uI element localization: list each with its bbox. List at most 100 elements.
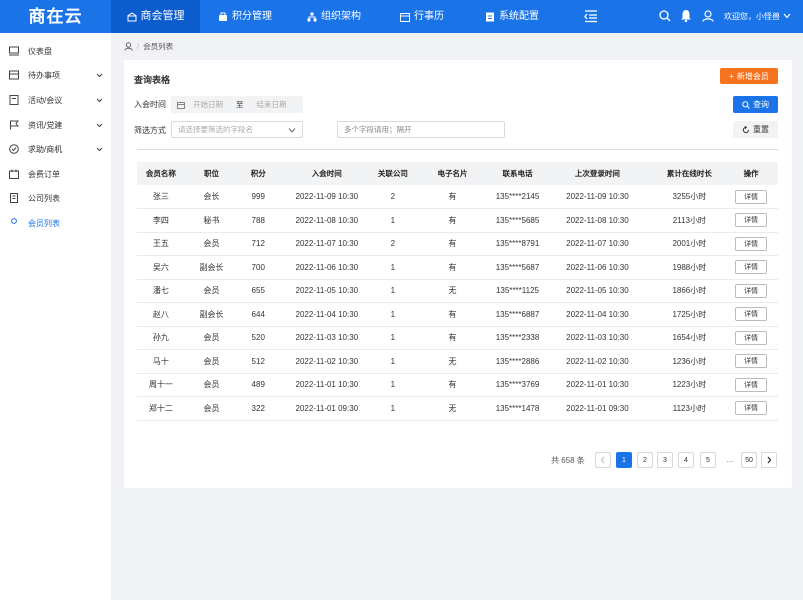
filter-select[interactable]: 请选择要筛选的字段名 [171, 121, 303, 138]
search-icon[interactable] [659, 10, 671, 22]
detail-button[interactable]: 详情 [735, 307, 768, 322]
pagination-total: 共 658 条 [551, 456, 585, 465]
date-range-input[interactable]: 开始日期 至 结束日期 [171, 96, 303, 113]
sidebar-item[interactable]: 待办事项 [0, 64, 111, 86]
bell-icon[interactable] [680, 9, 692, 22]
table-cell: 2022-11-06 10:30 [278, 255, 376, 280]
detail-button[interactable]: 详情 [735, 189, 768, 204]
table-row: 郑十二 会员 322 2022-11-01 09:30 1 无 135****1478 202… [137, 396, 778, 421]
menu-fold-icon[interactable] [584, 9, 598, 23]
table-cell: 2022-11-07 10:30 [540, 232, 655, 256]
table-cell: 1223小时 [654, 373, 725, 397]
table-cell: 潘七 [137, 279, 185, 303]
page-button[interactable]: 4 [678, 452, 694, 468]
filter-placeholder: 请选择要筛选的字段名 [178, 125, 253, 134]
table-cell: 详情 [724, 279, 778, 303]
dropdown-icon[interactable] [783, 13, 791, 19]
table-cell: 2022-11-02 10:30 [540, 349, 655, 374]
table-cell: 有 [410, 255, 495, 280]
page-button[interactable]: 1 [616, 452, 632, 468]
table-cell: 有 [410, 185, 495, 209]
sidebar-label: 活动/会议 [28, 95, 63, 105]
table-cell: 详情 [724, 232, 778, 256]
column-header: 联系电话 [494, 162, 541, 185]
table-cell: 详情 [724, 349, 778, 374]
table-cell: 3255小时 [654, 185, 725, 209]
table-cell: 会长 [184, 185, 239, 209]
nav-label: 行事历 [414, 11, 444, 22]
table-cell: 会员 [184, 396, 239, 421]
nav-item[interactable]: 系统配置 [479, 0, 545, 33]
page-button[interactable]: 50 [741, 452, 757, 468]
nav-item[interactable]: 积分管理 [212, 0, 278, 33]
table-cell: 512 [238, 349, 279, 374]
table-cell: 712 [238, 232, 279, 256]
detail-button[interactable]: 详情 [735, 354, 768, 369]
home-icon [124, 42, 133, 51]
table-cell: 135****2145 [494, 185, 541, 209]
table-cell: 135****5685 [494, 208, 541, 233]
nav-icon [219, 12, 227, 21]
table-cell: 会员 [184, 326, 239, 350]
table-row: 周十一 会员 489 2022-11-01 10:30 1 有 135****3769 202… [137, 373, 778, 397]
detail-button[interactable]: 详情 [735, 283, 768, 298]
sidebar-item[interactable]: 会费订单 [0, 163, 111, 185]
table-cell: 1236小时 [654, 349, 725, 374]
detail-button[interactable]: 详情 [735, 213, 768, 228]
reset-button[interactable]: 重置 [733, 121, 778, 138]
sidebar-item[interactable]: 会员列表 [0, 212, 111, 234]
table-row: 马十 会员 512 2022-11-02 10:30 1 无 135****2886 2022… [137, 349, 778, 374]
keyword-input[interactable]: 多个字段请用；隔开 [337, 121, 505, 138]
sidebar-item[interactable]: 公司列表 [0, 187, 111, 209]
table-cell: 999 [238, 185, 279, 209]
table-cell: 2022-11-02 10:30 [278, 349, 376, 374]
sidebar-icon [9, 95, 19, 105]
user-icon[interactable] [702, 10, 714, 22]
table-cell: 吴六 [137, 255, 185, 280]
detail-button[interactable]: 详情 [735, 236, 768, 251]
detail-button[interactable]: 详情 [735, 330, 768, 345]
page-button[interactable]: 5 [700, 452, 716, 468]
sidebar-icon [9, 144, 19, 154]
sidebar-item[interactable]: 求助/商机 [0, 138, 111, 160]
date-label: 入会时间 [134, 100, 166, 109]
logo[interactable]: 商在云 [28, 7, 83, 26]
sidebar-item[interactable]: 资讯/党建 [0, 114, 111, 136]
add-button[interactable]: + 新增会员 [720, 68, 778, 84]
welcome-text[interactable]: 欢迎您，小怪兽 [724, 12, 780, 21]
table-cell: 无 [410, 279, 495, 303]
column-header: 职位 [184, 162, 239, 185]
table-row: 孙九 会员 520 2022-11-03 10:30 1 有 135****2338 2022… [137, 326, 778, 350]
table-cell: 135****1478 [494, 396, 541, 421]
table-cell: 2022-11-09 10:30 [540, 185, 655, 209]
table-cell: 1725小时 [654, 302, 725, 327]
table-cell: 520 [238, 326, 279, 350]
page-button[interactable]: … [726, 456, 734, 464]
detail-button[interactable]: 详情 [735, 260, 768, 275]
detail-button[interactable]: 详情 [735, 377, 768, 392]
page-button[interactable]: 2 [637, 452, 653, 468]
table-cell: 489 [238, 373, 279, 397]
table-cell: 700 [238, 255, 279, 280]
table-cell: 2022-11-01 10:30 [540, 373, 655, 397]
page-button[interactable]: 3 [657, 452, 673, 468]
table-cell: 655 [238, 279, 279, 303]
next-page[interactable] [761, 452, 777, 468]
table-row: 吴六 副会长 700 2022-11-06 10:30 1 有 135****5687 202… [137, 255, 778, 280]
sidebar-item[interactable]: 活动/会议 [0, 89, 111, 111]
table-cell: 2022-11-07 10:30 [278, 232, 376, 256]
sidebar-icon [10, 120, 19, 130]
sidebar-item[interactable]: 仪表盘 [0, 40, 111, 62]
prev-page[interactable] [595, 452, 611, 468]
table-cell: 无 [410, 349, 495, 374]
nav-item[interactable]: 商会管理 [111, 0, 200, 33]
table-cell: 孙九 [137, 326, 185, 350]
detail-button[interactable]: 详情 [735, 401, 768, 416]
nav-item[interactable]: 行事历 [393, 0, 451, 33]
nav-item[interactable]: 组织架构 [301, 0, 367, 33]
table-cell: 李四 [137, 208, 185, 233]
table-cell: 1 [375, 373, 411, 397]
search-button[interactable]: 查询 [733, 96, 778, 113]
sidebar: 仪表盘 待办事项活动/会议资讯/党建 求助/商机会费订单 公司列表会员列表 [0, 33, 111, 600]
